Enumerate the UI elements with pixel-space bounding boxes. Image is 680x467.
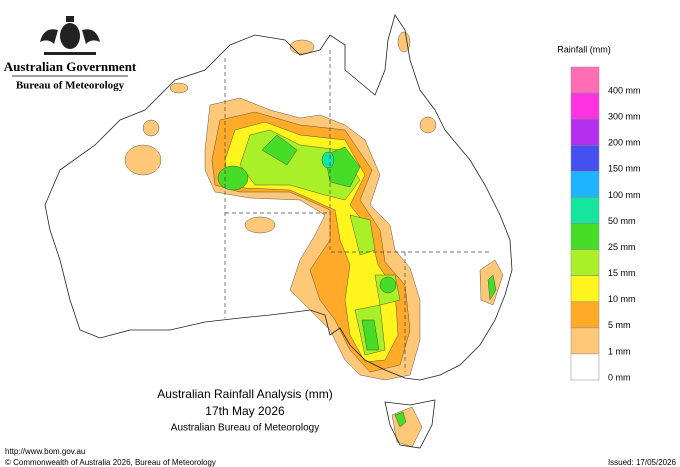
- legend-label: 1 mm: [608, 346, 631, 356]
- legend: 400 mm 300 mm 200 mm 150 mm 100 mm 50 mm 25 mm…: [570, 66, 641, 382]
- agency-name: Bureau of Meteorology: [16, 80, 125, 92]
- coastline: [44, 14, 513, 381]
- tasmania: [384, 399, 436, 449]
- legend-label: 0 mm: [608, 372, 631, 382]
- legend-swatch: [570, 118, 600, 146]
- legend-label: 5 mm: [608, 320, 631, 330]
- crest: [40, 16, 100, 55]
- legend-swatch: [570, 145, 600, 172]
- map-title: Australian Rainfall Analysis (mm): [157, 387, 332, 401]
- legend-label: 200 mm: [608, 138, 641, 148]
- legend-swatch: [570, 171, 600, 198]
- legend-swatch: [570, 353, 600, 381]
- footer-copyright: © Commonwealth of Australia 2026, Bureau…: [5, 458, 216, 467]
- legend-label: 10 mm: [608, 294, 636, 304]
- footer-url: http://www.bom.gov.au: [5, 447, 85, 456]
- rainfall-areas: [124, 31, 504, 448]
- legend-swatch: [570, 92, 600, 120]
- legend-swatch: [570, 327, 600, 355]
- legend-label: 300 mm: [608, 112, 641, 122]
- map-source: Australian Bureau of Meteorology: [171, 423, 319, 434]
- legend-swatch: [570, 66, 600, 94]
- legend-swatch: [570, 301, 600, 329]
- legend-swatch: [570, 197, 600, 224]
- state-borders: [224, 50, 490, 372]
- legend-label: 400 mm: [608, 85, 641, 95]
- map-date: 17th May 2026: [205, 404, 285, 418]
- legend-label: 25 mm: [608, 242, 636, 252]
- legend-swatch: [570, 275, 600, 302]
- footer-issued: Issued: 17/05/2026: [608, 458, 677, 467]
- legend-title: Rainfall (mm): [557, 44, 611, 54]
- legend-label: 50 mm: [608, 216, 636, 226]
- government-name: Australian Government: [4, 59, 137, 74]
- legend-label: 150 mm: [608, 164, 641, 174]
- legend-swatch: [570, 223, 600, 250]
- legend-label: 15 mm: [608, 268, 636, 278]
- legend-label: 100 mm: [608, 190, 641, 200]
- legend-swatch: [570, 249, 600, 276]
